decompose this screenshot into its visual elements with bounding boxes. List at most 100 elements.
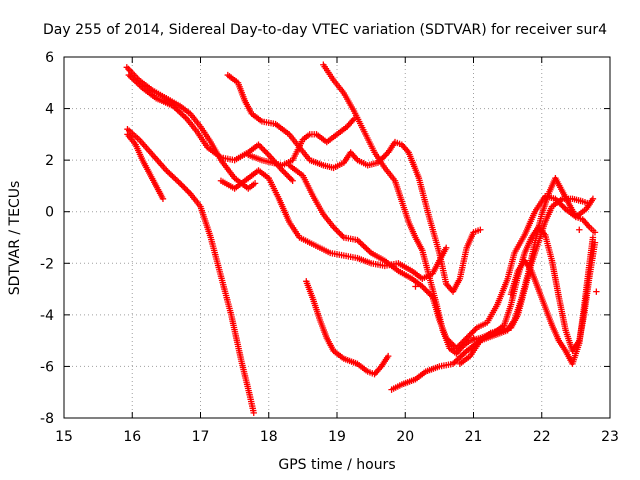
- data-point: [380, 153, 387, 161]
- data-point: [185, 188, 192, 196]
- chart-title: Day 255 of 2014, Sidereal Day-to-day VTE…: [43, 22, 607, 38]
- data-point: [330, 223, 337, 231]
- data-point: [286, 174, 293, 182]
- data-point: [283, 171, 290, 179]
- y-tick-label: -8: [40, 411, 54, 427]
- data-point: [469, 328, 476, 336]
- data-point: [176, 180, 184, 187]
- data-point: [448, 340, 456, 348]
- data-point: [337, 231, 345, 238]
- data-point: [412, 283, 419, 290]
- x-tick-label: 16: [123, 429, 141, 445]
- x-axis-title: GPS time / hours: [278, 457, 395, 473]
- data-point: [454, 343, 462, 351]
- data-point: [251, 180, 259, 187]
- data-point: [467, 330, 475, 337]
- data-point: [477, 226, 484, 233]
- series-arc-11: [456, 195, 593, 368]
- data-point: [264, 150, 271, 157]
- data-point: [350, 115, 358, 123]
- x-tick-label: 22: [533, 429, 551, 445]
- y-axis-tick-labels: -8 -6 -4 -2 0 2 4 6: [40, 50, 54, 427]
- data-point: [466, 331, 473, 339]
- data-point: [576, 226, 583, 233]
- data-point: [336, 229, 343, 237]
- data-points: [123, 61, 600, 417]
- data-point: [255, 141, 262, 148]
- data-point: [586, 200, 593, 208]
- data-point: [470, 334, 477, 342]
- data-point: [426, 290, 433, 298]
- x-tick-label: 23: [601, 429, 619, 445]
- data-point: [420, 284, 427, 292]
- data-point: [178, 181, 185, 189]
- data-point: [334, 228, 342, 235]
- series-arc-12: [507, 234, 597, 368]
- data-point: [457, 340, 465, 348]
- y-axis-title: SDTVAR / TECUs: [7, 181, 23, 296]
- data-point: [261, 147, 268, 154]
- data-point: [558, 201, 565, 208]
- data-point: [282, 170, 289, 177]
- data-point: [445, 337, 453, 345]
- data-point: [593, 288, 600, 295]
- y-tick-label: -4: [40, 308, 54, 324]
- data-point: [256, 142, 264, 150]
- series-arc-2: [125, 71, 296, 184]
- data-point: [589, 234, 597, 241]
- data-point: [589, 195, 597, 203]
- data-point: [259, 145, 267, 153]
- y-tick-label: 6: [45, 50, 54, 66]
- data-point: [447, 339, 454, 346]
- data-point: [331, 225, 339, 232]
- data-point: [423, 287, 430, 295]
- data-point: [384, 352, 392, 360]
- y-tick-label: -6: [40, 359, 54, 375]
- y-tick-label: -2: [40, 256, 54, 272]
- data-point: [591, 229, 599, 236]
- data-point: [453, 345, 460, 352]
- y-tick-label: 2: [45, 153, 54, 169]
- y-tick-label: 4: [45, 102, 54, 118]
- x-tick-label: 17: [192, 429, 210, 445]
- data-point: [333, 226, 340, 234]
- data-point: [427, 292, 435, 299]
- data-point: [258, 144, 265, 151]
- series-arc-3: [124, 126, 257, 417]
- data-point: [559, 202, 566, 210]
- data-point: [464, 333, 472, 340]
- data-point: [443, 244, 450, 252]
- data-point: [159, 195, 167, 203]
- data-point: [424, 289, 432, 296]
- series-isolated: [412, 226, 600, 342]
- data-point: [280, 168, 288, 176]
- data-point: [419, 283, 426, 290]
- data-point: [422, 286, 429, 293]
- data-point: [460, 337, 467, 345]
- data-point: [459, 339, 466, 346]
- series-arc-4: [124, 131, 167, 203]
- data-point: [181, 184, 188, 191]
- x-axis-tick-labels: 15 16 17 18 19 20 21 22 23: [55, 429, 619, 445]
- data-point: [450, 342, 457, 349]
- data-point: [472, 326, 479, 333]
- x-tick-label: 20: [396, 429, 414, 445]
- data-point: [339, 232, 346, 240]
- data-point: [262, 148, 270, 156]
- x-tick-label: 19: [328, 429, 346, 445]
- data-point: [289, 177, 296, 184]
- series-arc-7: [217, 167, 450, 282]
- data-point: [184, 187, 191, 194]
- x-tick-label: 18: [260, 429, 278, 445]
- data-point: [179, 183, 187, 190]
- data-point: [444, 336, 451, 343]
- series-arc-13: [245, 115, 358, 169]
- data-point: [285, 173, 292, 180]
- data-point: [287, 176, 295, 183]
- data-point: [250, 409, 257, 417]
- data-point: [470, 327, 478, 334]
- data-point: [443, 334, 450, 342]
- axis-ticks: [63, 56, 611, 419]
